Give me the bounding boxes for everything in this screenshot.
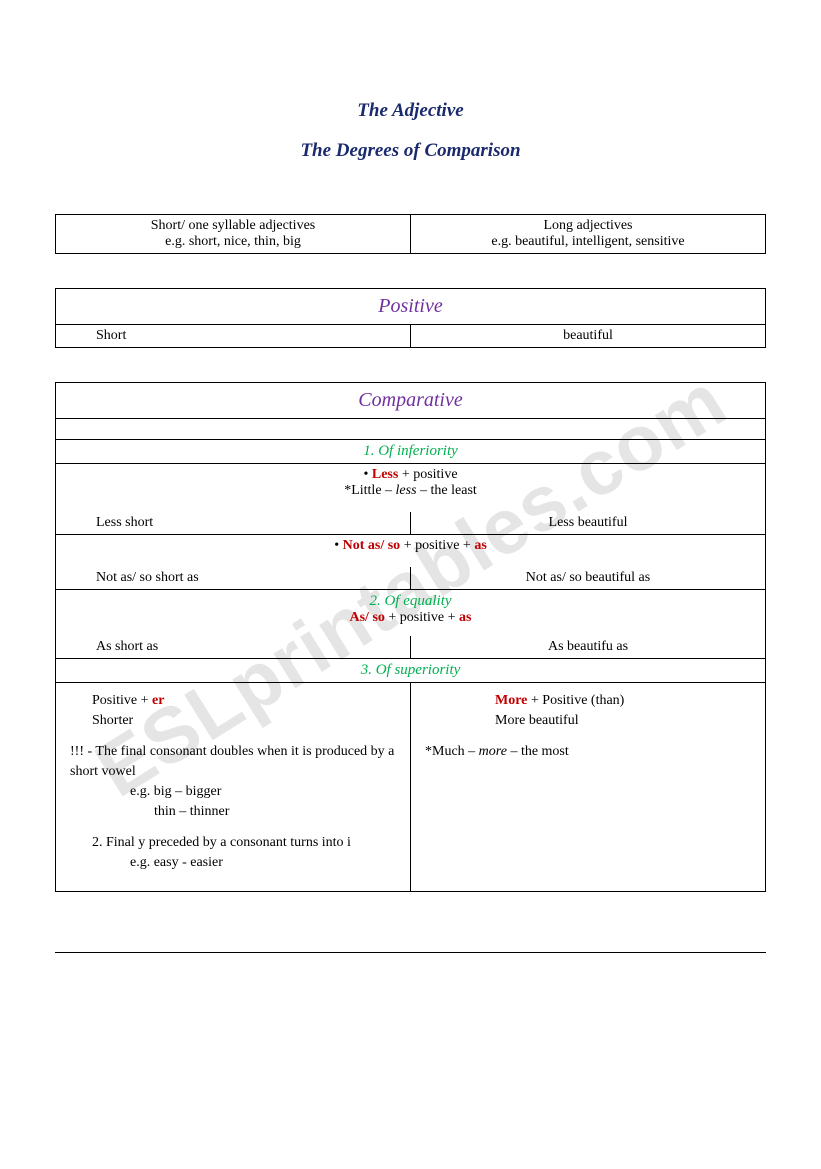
inferiority-rule1: • Less + positive *Little – less – the l… [56,464,766,513]
rule1-note-post: – the least [417,483,477,498]
sup-right-line1-suffix: + Positive (than) [527,693,624,708]
intro-left-line1: Short/ one syllable adjectives [151,218,315,233]
sup-left-note1-eg1: e.g. big – bigger [70,782,396,802]
sup-left-note2-eg: e.g. easy - easier [70,853,396,873]
sup-left-note1-eg2: thin – thinner [70,802,396,822]
intro-left-line2: e.g. short, nice, thin, big [165,234,301,249]
intro-right-line2: e.g. beautiful, intelligent, sensitive [491,234,684,249]
rule2-mid: + positive + [400,538,474,553]
intro-right-cell: Long adjectives e.g. beautiful, intellig… [411,215,766,254]
rule1-note-pre: *Little – [344,483,395,498]
rule2-bullet: • [334,538,342,553]
inferiority-ex1-right: Less beautiful [411,512,766,535]
comparative-title: Comparative [56,383,766,419]
superiority-left-cell: Positive + er Shorter !!! - The final co… [56,683,411,892]
positive-left: Short [56,325,411,348]
comparative-table: Comparative 1. Of inferiority • Less + p… [55,382,766,892]
equality-mid: + positive + [385,610,459,625]
sup-right-note-ital: more [479,744,507,759]
intro-right-line1: Long adjectives [543,218,632,233]
sup-right-line1-red: More [495,693,527,708]
sup-left-line1-pre: Positive + [92,693,152,708]
intro-table: Short/ one syllable adjectives e.g. shor… [55,214,766,254]
sup-right-note-post: – the most [507,744,569,759]
positive-title: Positive [56,289,766,325]
sup-left-note2: 2. Final y preceded by a consonant turns… [70,833,396,853]
sup-left-note1: !!! - The final consonant doubles when i… [70,742,396,783]
equality-rule: As/ so + positive + as [64,610,757,626]
positive-table: Positive Short beautiful [55,288,766,348]
page-title-sub: The Degrees of Comparison [55,140,766,162]
sup-left-line2: Shorter [70,711,396,731]
superiority-right-cell: More + Positive (than) More beautiful *M… [411,683,766,892]
inferiority-ex2-right: Not as/ so beautiful as [411,567,766,590]
page-divider [55,952,766,953]
equality-heading: 2. Of equality [64,593,757,610]
sup-left-line1-red: er [152,693,164,708]
equality-red2: as [459,610,471,625]
sup-right-note-pre: *Much – [425,744,479,759]
superiority-heading: 3. Of superiority [56,659,766,683]
intro-left-cell: Short/ one syllable adjectives e.g. shor… [56,215,411,254]
equality-ex-left: As short as [56,636,411,659]
equality-red1: As/ so [350,610,385,625]
inferiority-rule2: • Not as/ so + positive + as [56,535,766,568]
inferiority-ex2-left: Not as/ so short as [56,567,411,590]
rule1-red: Less [372,467,398,482]
rule2-red2: as [474,538,486,553]
rule1-note-ital: less [396,483,417,498]
inferiority-heading: 1. Of inferiority [56,440,766,464]
rule1-bullet: • [363,467,371,482]
equality-ex-right: As beautifu as [411,636,766,659]
rule2-red1: Not as/ so [343,538,401,553]
document-page: The Adjective The Degrees of Comparison … [0,0,821,993]
equality-cell: 2. Of equality As/ so + positive + as [56,590,766,637]
page-title-main: The Adjective [55,100,766,122]
inferiority-ex1-left: Less short [56,512,411,535]
sup-right-line2: More beautiful [425,711,751,731]
rule1-suffix: + positive [398,467,457,482]
positive-right: beautiful [411,325,766,348]
